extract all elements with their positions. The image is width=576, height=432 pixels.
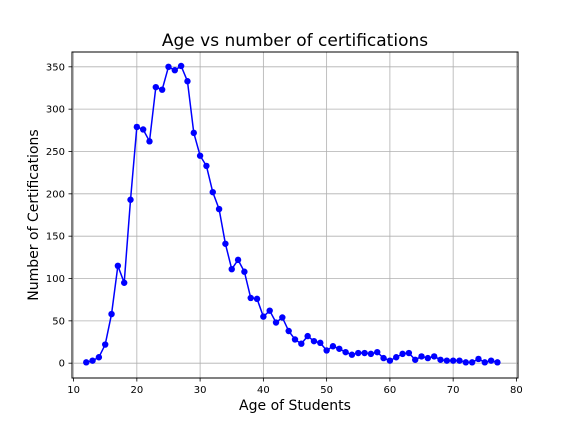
x-tick-label: 30	[194, 385, 207, 396]
data-point	[114, 262, 122, 270]
data-point	[298, 340, 305, 347]
data-point	[165, 63, 172, 71]
data-point	[196, 152, 204, 159]
data-point	[329, 343, 337, 350]
data-point	[83, 359, 90, 366]
grid	[72, 52, 518, 378]
data-point	[475, 355, 482, 363]
data-point	[285, 327, 292, 335]
data-point	[380, 354, 387, 362]
data-point	[348, 351, 356, 358]
data-point	[494, 359, 501, 366]
data-point	[411, 356, 419, 363]
data-point	[241, 268, 248, 275]
data-point	[355, 349, 362, 357]
x-tick-label: 70	[447, 385, 460, 396]
data-point	[481, 359, 488, 366]
data-point	[367, 350, 375, 358]
data-point	[209, 188, 216, 196]
data-point	[184, 78, 191, 85]
y-tick-label: 350	[46, 62, 65, 73]
data-point	[260, 313, 267, 320]
data-point	[146, 138, 153, 145]
x-tick-label: 60	[384, 385, 397, 396]
y-tick-label: 0	[59, 359, 65, 370]
x-tick-label: 10	[67, 385, 80, 396]
y-tick-label: 200	[46, 189, 65, 200]
data-point	[323, 347, 330, 354]
data-point	[386, 357, 394, 364]
data-point	[424, 354, 432, 362]
data-point	[95, 354, 103, 361]
data-point	[89, 357, 96, 364]
x-tick-label: 20	[130, 385, 143, 396]
data-point	[133, 123, 141, 131]
data-point	[304, 332, 311, 340]
data-point	[393, 354, 400, 361]
data-point	[120, 279, 128, 286]
chart-title: Age vs number of certifications	[162, 31, 428, 51]
data-point	[127, 196, 134, 203]
data-point	[190, 129, 197, 137]
plot-area	[72, 52, 518, 378]
data-point	[336, 345, 343, 352]
y-tick-label: 250	[46, 147, 65, 158]
data-point	[317, 339, 324, 347]
y-tick-label: 100	[46, 274, 65, 285]
x-axis-ticks: 10 20 30 40 50 60 70 80	[67, 378, 523, 396]
y-axis-label: Number of Certifications	[26, 129, 42, 300]
data-point	[291, 336, 299, 343]
series-points	[83, 62, 501, 366]
data-point	[443, 357, 451, 364]
data-point	[437, 356, 444, 363]
y-tick-label: 50	[52, 316, 65, 327]
x-axis-label: Age of Students	[239, 398, 351, 414]
data-point	[203, 162, 210, 170]
data-point	[266, 307, 273, 314]
data-point	[374, 348, 381, 356]
data-point	[177, 62, 185, 70]
data-point	[462, 359, 470, 366]
data-point	[152, 83, 160, 91]
data-point	[158, 86, 166, 93]
x-tick-label: 50	[320, 385, 333, 396]
data-point	[139, 126, 147, 133]
data-point	[171, 67, 179, 74]
data-point	[228, 265, 235, 273]
data-point	[399, 350, 406, 358]
data-point	[272, 319, 280, 326]
data-point	[215, 205, 223, 213]
data-point	[487, 357, 495, 364]
data-point	[222, 240, 229, 247]
data-point	[468, 359, 476, 366]
data-point	[279, 314, 286, 321]
x-tick-label: 40	[257, 385, 270, 396]
data-point	[342, 348, 349, 356]
data-point	[310, 337, 318, 345]
data-point	[361, 349, 368, 357]
y-axis-ticks: 0 50 100 150 200 250 300 350	[46, 62, 72, 370]
data-point	[449, 357, 457, 364]
data-point	[234, 256, 242, 264]
data-point	[405, 349, 413, 357]
data-point	[253, 295, 261, 303]
data-point	[418, 353, 425, 360]
x-tick-label: 80	[510, 385, 523, 396]
data-point	[430, 353, 438, 360]
data-point	[456, 357, 463, 364]
y-tick-label: 300	[46, 105, 65, 116]
y-tick-label: 150	[46, 232, 65, 243]
data-point	[108, 310, 115, 318]
plot-frame	[71, 51, 519, 379]
data-point	[102, 341, 109, 348]
data-point	[247, 294, 254, 302]
